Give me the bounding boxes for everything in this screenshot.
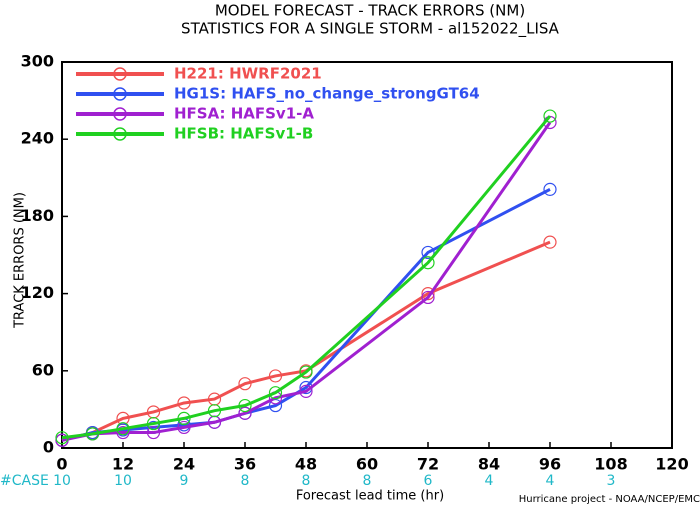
y-tick-label: 0: [43, 438, 54, 457]
data-point: [85, 427, 100, 441]
y-tick-label: 180: [21, 206, 54, 225]
footer: Hurricane project - NOAA/NCEP/EMC: [519, 494, 700, 505]
chart-subtitle: STATISTICS FOR A SINGLE STORM - al152022…: [181, 20, 560, 39]
y-axis-label: TRACK ERRORS (NM): [13, 192, 28, 329]
data-point: [268, 386, 283, 400]
data-point: [421, 287, 435, 301]
case-count: 6: [424, 473, 433, 489]
legend-label: HFSA: HAFSv1-A: [174, 105, 314, 123]
case-count: 9: [180, 473, 189, 489]
case-count: 3: [607, 473, 616, 489]
data-point: [268, 398, 283, 413]
y-tick-label: 120: [21, 283, 54, 302]
legend-label: HFSB: HAFSv1-B: [174, 125, 313, 143]
x-tick-label: 84: [478, 455, 500, 474]
x-axis-label: Forecast lead time (hr): [296, 489, 444, 504]
case-count: 10: [53, 473, 71, 489]
data-point: [543, 182, 557, 196]
chart-title: MODEL FORECAST - TRACK ERRORS (NM): [215, 2, 525, 20]
x-tick-label: 12: [112, 455, 134, 474]
case-count: 8: [363, 473, 372, 489]
y-tick-label: 300: [21, 52, 54, 71]
x-tick-label: 36: [234, 455, 256, 474]
data-point: [116, 422, 130, 436]
data-point: [299, 365, 313, 379]
x-tick-label: 60: [356, 455, 378, 474]
legend-marker: [113, 87, 127, 101]
series-line: [61, 121, 552, 442]
legend-marker: [113, 107, 127, 121]
data-point: [146, 425, 161, 440]
x-tick-label: 108: [594, 455, 627, 474]
plot-frame: [61, 61, 673, 449]
case-count: 10: [114, 473, 132, 489]
x-tick-label: 48: [295, 455, 317, 474]
legend-label: HG1S: HAFS_no_change_strongGT64: [174, 85, 480, 103]
data-point: [207, 404, 222, 418]
data-point: [238, 398, 252, 413]
x-tick-label: 120: [655, 455, 688, 474]
data-point: [268, 369, 283, 383]
data-point: [177, 396, 191, 410]
case-count: 8: [241, 473, 250, 489]
data-point: [543, 235, 557, 249]
data-point: [177, 420, 191, 435]
y-tick-label: 240: [21, 129, 54, 148]
case-count: 4: [485, 473, 494, 489]
data-point: [299, 384, 313, 398]
data-point: [238, 406, 252, 420]
legend-marker: [113, 127, 127, 141]
x-tick-label: 72: [417, 455, 439, 474]
x-tick-label: 96: [539, 455, 561, 474]
data-point: [146, 416, 161, 431]
data-point: [116, 425, 130, 440]
y-tick-label: 60: [32, 360, 54, 379]
data-point: [55, 431, 69, 445]
case-count: 8: [302, 473, 311, 489]
series-line: [61, 240, 551, 442]
data-point: [421, 245, 435, 260]
data-point: [421, 290, 435, 305]
case-label: #CASE: [0, 473, 49, 489]
case-count: 4: [546, 473, 555, 489]
legend-label: H221: HWRF2021: [174, 65, 322, 83]
legend-marker: [113, 67, 127, 81]
data-point: [177, 411, 191, 426]
data-point: [238, 377, 252, 391]
series-line: [61, 115, 552, 440]
data-point: [543, 109, 557, 123]
x-tick-label: 24: [173, 455, 195, 474]
x-tick-label: 0: [56, 455, 67, 474]
data-point: [421, 256, 435, 270]
